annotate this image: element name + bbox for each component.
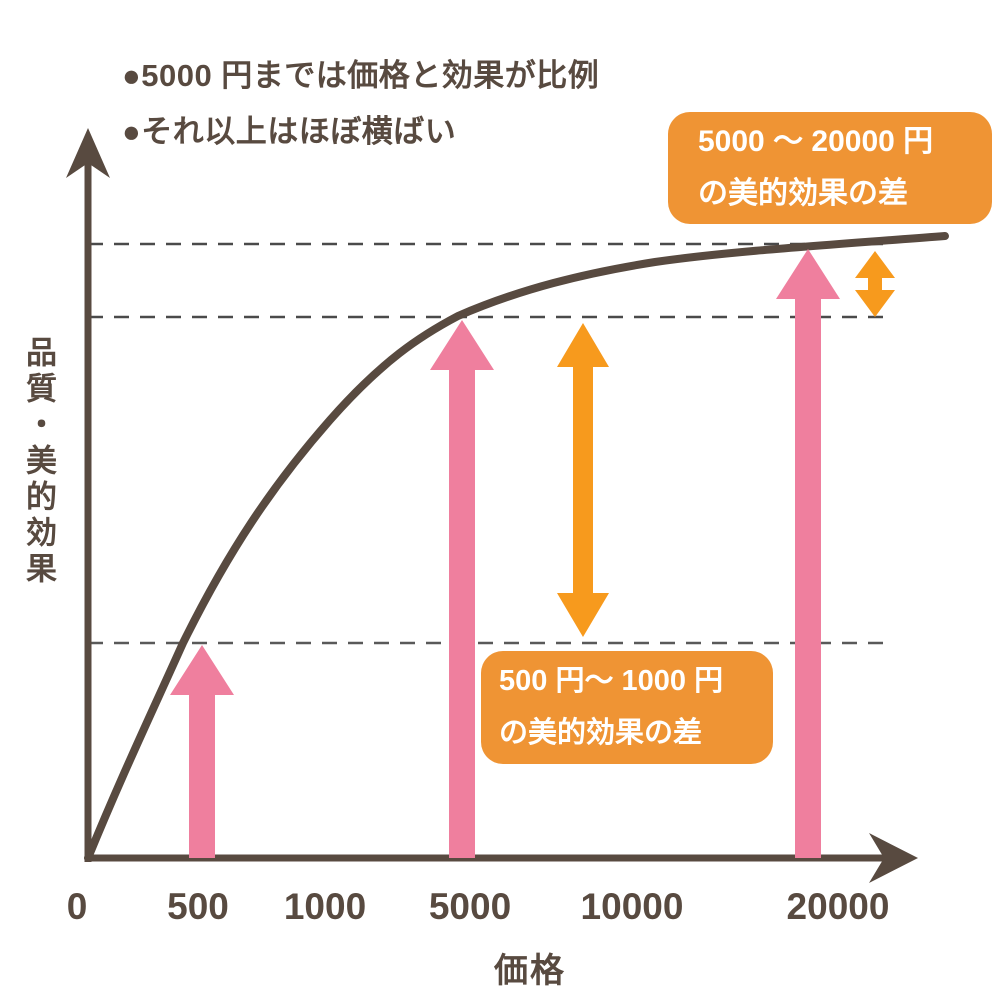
x-tick-0: 0: [66, 886, 88, 927]
badge-high-range-line2: の美的効果の差: [698, 177, 908, 210]
pink-arrow-20000-icon: [776, 249, 840, 858]
orange-diff-arrow-mid-icon: [557, 323, 609, 637]
x-axis-label: 価格: [494, 952, 566, 990]
badge-low-range: 500 円～ 1000 円 の美的効果の差: [481, 651, 773, 764]
x-tick-20000: 20000: [786, 886, 890, 927]
y-axis-arrowhead-icon: [66, 128, 110, 178]
x-tick-10000: 10000: [580, 886, 684, 927]
badge-high-range: 5000 ～ 20000 円 の美的効果の差: [668, 112, 992, 224]
note-bullet-1: ●5000 円までは価格と効果が比例: [122, 58, 600, 93]
pink-arrow-500-icon: [170, 645, 234, 858]
note-bullet-2: ●それ以上はほぼ横ばい: [122, 114, 457, 149]
y-axis-label: 品質・美的効果: [21, 336, 56, 588]
x-tick-5000: 5000: [428, 886, 512, 927]
x-tick-1000: 1000: [283, 886, 367, 927]
badge-low-range-line1: 500 円～ 1000 円: [499, 664, 724, 697]
badge-high-range-line1: 5000 ～ 20000 円: [698, 125, 934, 159]
x-axis-arrowhead-icon: [869, 833, 918, 883]
orange-diff-arrow-right-icon: [855, 251, 895, 317]
badge-low-range-line2: の美的効果の差: [499, 716, 703, 749]
effect-curve: [84, 232, 949, 862]
pink-arrow-5000-icon: [430, 320, 494, 858]
x-tick-500: 500: [167, 886, 229, 927]
